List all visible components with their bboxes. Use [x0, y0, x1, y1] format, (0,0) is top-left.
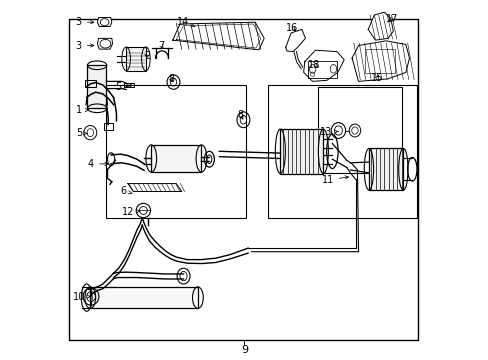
Bar [126, 47, 145, 71]
Text: 12: 12 [122, 207, 140, 217]
Text: 16: 16 [285, 23, 298, 33]
Polygon shape [303, 50, 344, 81]
Bar [368, 148, 403, 190]
Text: 4: 4 [88, 159, 108, 169]
Text: 3: 3 [76, 17, 94, 27]
Polygon shape [97, 18, 112, 27]
Text: 15: 15 [370, 73, 383, 83]
Text: 11: 11 [321, 175, 348, 185]
Bar [123, 83, 134, 87]
Text: 5: 5 [76, 129, 87, 138]
Text: 18: 18 [307, 60, 320, 70]
Polygon shape [351, 41, 408, 81]
Text: 17: 17 [385, 14, 398, 24]
Polygon shape [368, 148, 403, 190]
Text: 2: 2 [143, 51, 150, 61]
Text: 1: 1 [76, 105, 88, 115]
Text: 9: 9 [241, 345, 247, 355]
Text: 3: 3 [76, 41, 94, 50]
Bar [106, 85, 246, 218]
Polygon shape [128, 184, 182, 192]
Bar [364, 49, 394, 73]
Polygon shape [90, 287, 198, 309]
Bar [69, 19, 418, 339]
Text: 6: 6 [120, 186, 132, 196]
Bar [308, 60, 336, 78]
Text: 14: 14 [177, 17, 195, 27]
Polygon shape [285, 30, 305, 51]
Bar [280, 129, 323, 174]
Text: 5: 5 [115, 82, 127, 92]
Text: 7: 7 [158, 41, 164, 50]
Text: 10: 10 [73, 292, 90, 302]
Polygon shape [87, 65, 106, 108]
Polygon shape [172, 22, 264, 50]
Bar [317, 87, 402, 173]
Bar [151, 145, 201, 172]
Polygon shape [280, 129, 323, 174]
Bar [104, 123, 113, 130]
Bar [90, 287, 198, 309]
Text: 8: 8 [237, 111, 244, 121]
Polygon shape [367, 12, 392, 40]
Polygon shape [151, 145, 201, 172]
Text: 13: 13 [320, 127, 337, 136]
Polygon shape [97, 39, 112, 49]
Bar [85, 80, 96, 87]
Text: 8: 8 [167, 73, 174, 84]
Bar [267, 85, 416, 218]
